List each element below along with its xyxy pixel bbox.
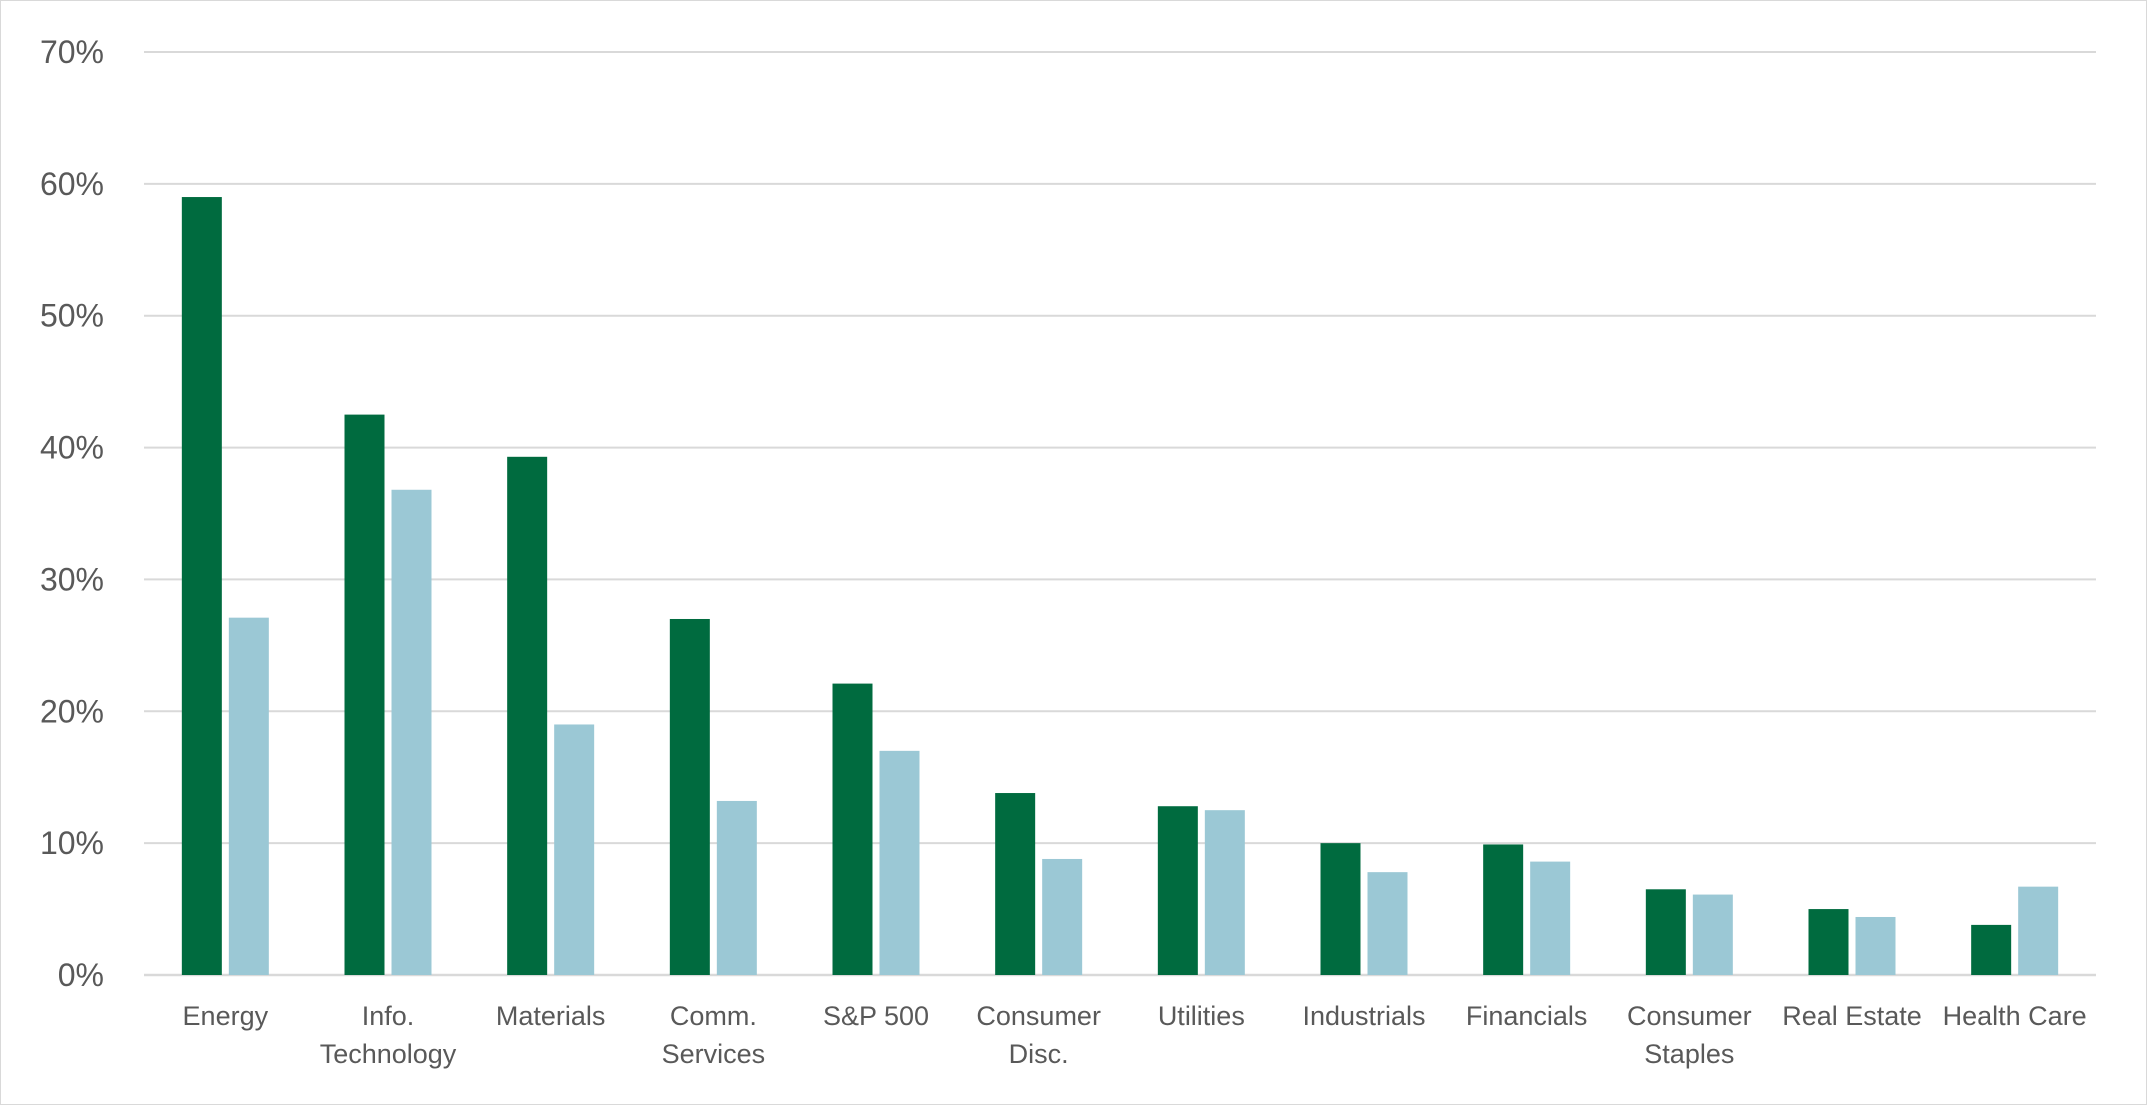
bar-series2-8 [1530,861,1571,975]
bar-series2-3 [716,800,757,975]
bar-series1-2 [507,456,548,976]
bar-series1-8 [1483,844,1524,975]
x-tick-label: Info. Technology [320,1001,457,1069]
x-tick-label: Utilities [1158,1001,1245,1031]
bar-series2-9 [1692,894,1733,975]
bar-series2-11 [2018,886,2059,975]
bar-series1-5 [995,793,1036,975]
y-tick-label: 20% [40,693,104,729]
y-tick-label: 0% [58,957,104,993]
bar-series2-6 [1204,810,1245,975]
bar-series2-10 [1855,916,1896,975]
y-tick-label: 50% [40,298,104,334]
bar-series2-2 [554,724,595,975]
y-tick-label: 40% [40,430,104,466]
y-axis-labels: 0% 10% 20% 30% 40% 50% 60% 70% [40,34,104,993]
y-tick-label: 30% [40,561,104,597]
bar-series2-5 [1042,858,1083,975]
bar-series1-7 [1320,843,1361,975]
bar-series1-11 [1971,924,2012,975]
bar-series1-3 [669,618,710,975]
x-tick-label: Energy [183,1001,269,1031]
x-tick-label: Health Care [1943,1001,2087,1031]
x-axis-labels: Energy Info. Technology Materials Comm. Servi… [183,1001,2087,1069]
x-tick-label: Industrials [1302,1001,1425,1031]
gridlines [144,51,2096,977]
y-tick-label: 70% [40,34,104,70]
x-tick-label: Materials [496,1001,606,1031]
bar-series1-0 [181,197,222,976]
x-tick-label: Consumer Staples [1627,1001,1752,1069]
x-tick-label: Financials [1466,1001,1588,1031]
x-tick-label: Consumer Disc. [976,1001,1101,1069]
y-tick-label: 60% [40,166,104,202]
y-tick-label: 10% [40,825,104,861]
bars [181,197,2059,976]
bar-series1-9 [1645,889,1686,975]
bar-series1-1 [344,414,385,975]
bar-series1-4 [832,683,873,975]
bar-series2-1 [391,489,432,975]
x-tick-label: Real Estate [1782,1001,1922,1031]
x-tick-label: Comm. Services [662,1001,766,1069]
bar-series2-4 [879,750,920,975]
bar-series1-6 [1157,806,1198,975]
bar-series2-7 [1367,872,1408,975]
x-tick-label: S&P 500 [823,1001,929,1031]
bar-series1-10 [1808,909,1849,975]
bar-series2-0 [228,617,269,975]
